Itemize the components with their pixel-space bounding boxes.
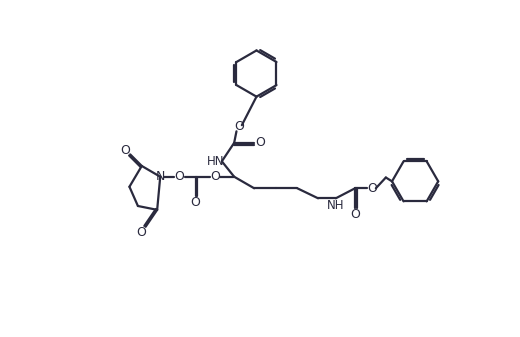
Text: HN: HN xyxy=(207,155,225,168)
Text: O: O xyxy=(367,182,377,195)
Text: O: O xyxy=(210,170,220,183)
Text: O: O xyxy=(255,136,265,149)
Text: O: O xyxy=(191,196,201,209)
Text: O: O xyxy=(175,170,185,183)
Text: NH: NH xyxy=(327,200,345,213)
Text: O: O xyxy=(234,120,244,133)
Text: O: O xyxy=(136,226,146,240)
Text: O: O xyxy=(121,144,131,157)
Text: O: O xyxy=(350,208,360,221)
Text: N: N xyxy=(155,170,165,183)
